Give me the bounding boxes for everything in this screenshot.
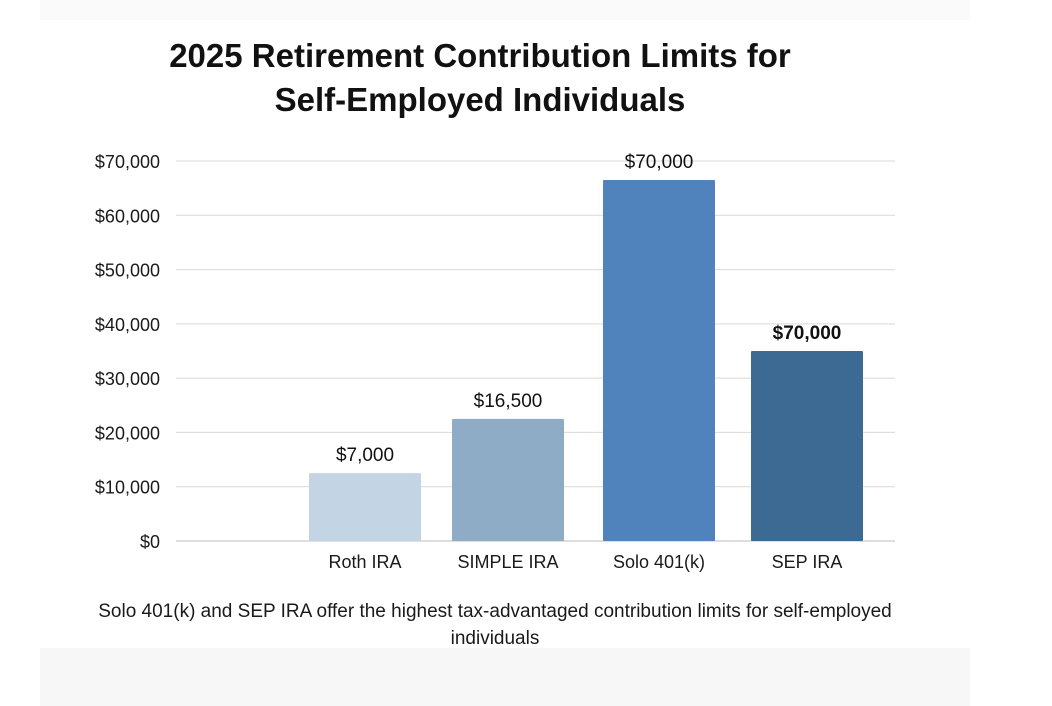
chart-title: 2025 Retirement Contribution Limits for … [70, 34, 890, 122]
data-label: $16,500 [474, 391, 543, 412]
data-label: $70,000 [773, 323, 842, 344]
x-tick-label: SEP IRA [772, 552, 843, 572]
y-tick-label: $60,000 [95, 206, 160, 226]
y-tick-label: $0 [140, 532, 160, 552]
data-label: $70,000 [625, 152, 694, 173]
data-label: $7,000 [336, 445, 394, 466]
bar [309, 473, 421, 541]
bar [452, 418, 564, 541]
y-tick-label: $70,000 [95, 152, 160, 172]
chart-title-line-1: 2025 Retirement Contribution Limits for [169, 37, 791, 74]
chart-title-line-2: Self-Employed Individuals [274, 81, 686, 118]
background-panel-top [40, 0, 970, 20]
y-tick-label: $30,000 [95, 369, 160, 389]
bar-chart: $0 $10,000 $20,000 $30,000 $40,000 $50,000 $60… [95, 152, 895, 572]
bar [751, 351, 863, 541]
x-tick-label: Solo 401(k) [613, 552, 705, 572]
chart-caption: Solo 401(k) and SEP IRA offer the highes… [98, 601, 892, 649]
y-tick-label: $10,000 [95, 478, 160, 498]
y-tick-label: $20,000 [95, 423, 160, 443]
bar [603, 180, 715, 541]
background-panel-bottom [40, 648, 970, 706]
x-tick-label: SIMPLE IRA [457, 552, 558, 572]
y-tick-label: $40,000 [95, 315, 160, 335]
x-tick-label: Roth IRA [328, 552, 401, 572]
y-tick-label: $50,000 [95, 261, 160, 281]
